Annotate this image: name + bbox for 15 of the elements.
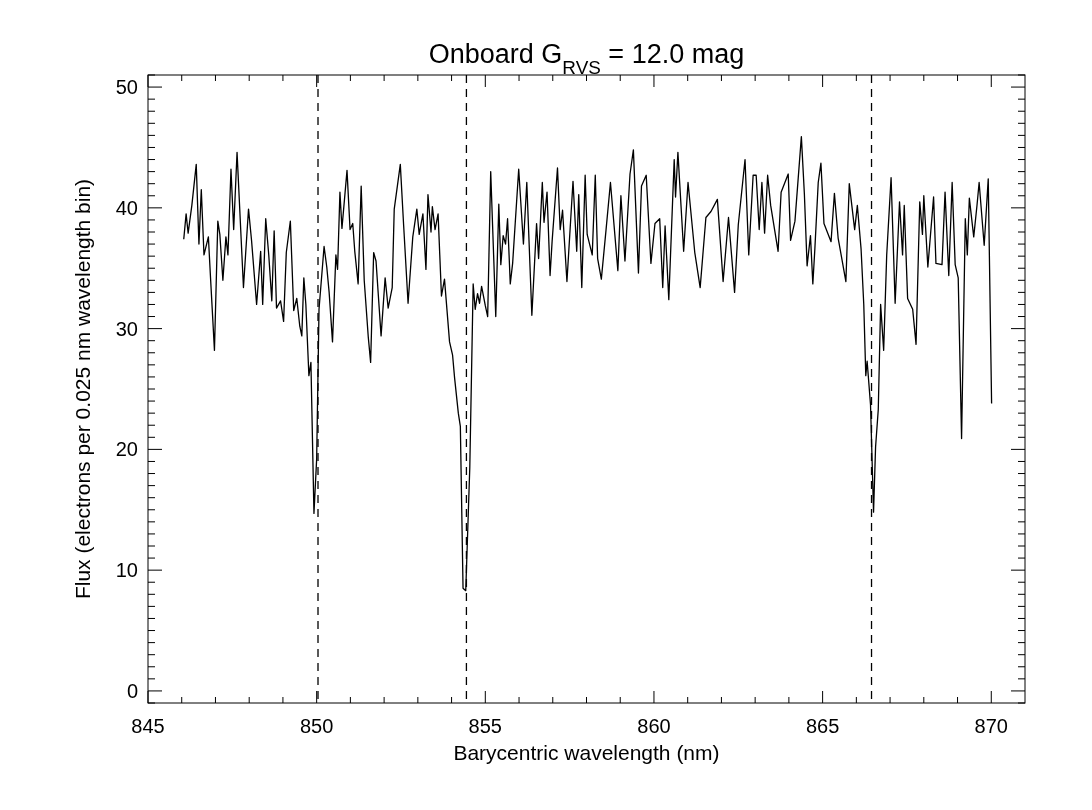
y-tick-label: 20: [115, 438, 138, 461]
y-tick-label: 40: [115, 196, 138, 219]
x-tick-label: 845: [131, 715, 165, 737]
y-tick-label: 0: [126, 679, 138, 702]
x-tick-label: 850: [299, 715, 334, 737]
y-tick-label: 10: [115, 559, 138, 582]
x-tick-label: 860: [637, 715, 671, 737]
x-tick-label: 855: [468, 715, 502, 737]
y-axis-title: Flux (electrons per 0.025 nm wavelength bin): [71, 178, 94, 600]
x-axis-title: Barycentric wavelength (nm): [453, 741, 720, 764]
x-tick-label: 865: [805, 715, 840, 737]
y-tick-label: 30: [115, 317, 138, 340]
y-tick-label: 50: [115, 76, 138, 99]
chart-title: Onboard G$_{RVS}$ = 12.0 mag: [428, 39, 745, 78]
x-tick-label: 870: [974, 715, 1008, 737]
